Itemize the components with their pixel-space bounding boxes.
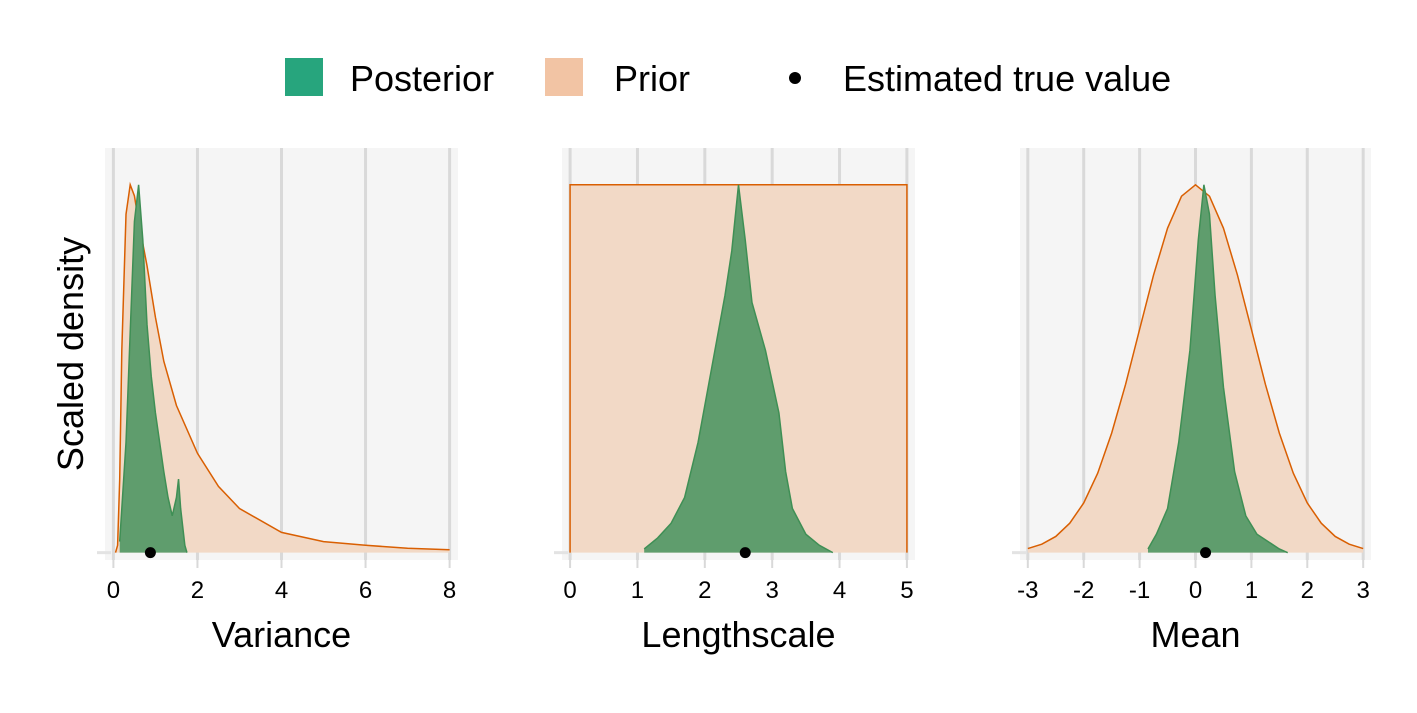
x-tick-label: 2 [1301,577,1314,604]
y-axis-title: Scaled density [50,237,91,471]
density-fill [644,184,833,553]
density-line [114,181,450,553]
x-tick-label: -3 [1017,577,1038,604]
density-line [118,184,188,553]
x-axis-title: Variance [212,614,351,655]
x-tick-label: 5 [900,577,913,604]
x-axis-title: Lengthscale [641,614,835,655]
density-fill [119,184,187,553]
density-line [643,184,834,554]
x-tick-label: 2 [698,577,711,604]
x-tick-label: 0 [107,577,120,604]
x-tick-label: -1 [1129,577,1150,604]
x-tick-label: 4 [833,577,846,604]
true-value-point [739,547,751,559]
true-value-point [144,547,156,559]
legend-label: Estimated true value [843,58,1171,99]
x-tick-label: 3 [1356,577,1369,604]
x-tick-label: 6 [359,577,372,604]
x-tick-label: 8 [443,577,456,604]
x-tick-label: 4 [275,577,288,604]
x-tick-label: 3 [766,577,779,604]
x-tick-label: 1 [1245,577,1258,604]
true-value-point [1200,547,1212,559]
density-fill [1147,184,1288,553]
legend-dot [789,72,801,84]
legend-label: Posterior [350,58,494,99]
x-tick-label: 0 [563,577,576,604]
density-line [1027,183,1364,550]
x-tick-label: 2 [191,577,204,604]
x-tick-label: -2 [1073,577,1094,604]
density-fill [115,184,450,553]
x-tick-label: 1 [631,577,644,604]
legend-swatch [285,58,323,96]
legend-swatch [545,58,583,96]
legend-label: Prior [614,58,690,99]
density-line [1147,184,1289,554]
x-axis-title: Mean [1150,614,1240,655]
x-tick-label: 0 [1189,577,1202,604]
